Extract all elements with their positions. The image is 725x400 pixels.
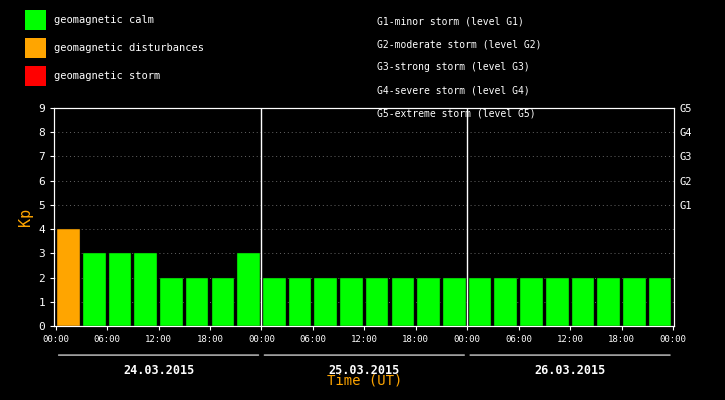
Y-axis label: Kp: Kp — [18, 208, 33, 226]
Text: G4-severe storm (level G4): G4-severe storm (level G4) — [377, 86, 530, 96]
Text: 25.03.2015: 25.03.2015 — [328, 364, 400, 376]
Bar — [83, 253, 106, 326]
Text: 24.03.2015: 24.03.2015 — [123, 364, 194, 376]
Bar — [160, 278, 183, 326]
Bar — [597, 278, 620, 326]
Bar — [237, 253, 260, 326]
Text: geomagnetic storm: geomagnetic storm — [54, 71, 161, 81]
Bar — [109, 253, 131, 326]
Text: G3-strong storm (level G3): G3-strong storm (level G3) — [377, 62, 530, 72]
Text: G5-extreme storm (level G5): G5-extreme storm (level G5) — [377, 109, 536, 119]
Bar — [571, 278, 594, 326]
Text: 26.03.2015: 26.03.2015 — [534, 364, 605, 376]
Bar — [186, 278, 209, 326]
Bar — [443, 278, 465, 326]
Bar — [366, 278, 389, 326]
Bar — [649, 278, 671, 326]
Bar — [392, 278, 414, 326]
Bar — [340, 278, 362, 326]
Bar — [263, 278, 286, 326]
Bar — [315, 278, 337, 326]
Text: G1-minor storm (level G1): G1-minor storm (level G1) — [377, 16, 524, 26]
Text: G2-moderate storm (level G2): G2-moderate storm (level G2) — [377, 39, 542, 49]
Text: geomagnetic calm: geomagnetic calm — [54, 15, 154, 25]
Bar — [469, 278, 492, 326]
Bar — [494, 278, 517, 326]
Bar — [289, 278, 311, 326]
Bar — [134, 253, 157, 326]
Bar — [57, 229, 80, 326]
Bar — [520, 278, 543, 326]
Text: Time (UT): Time (UT) — [327, 374, 402, 388]
Text: geomagnetic disturbances: geomagnetic disturbances — [54, 43, 204, 53]
Bar — [418, 278, 440, 326]
Bar — [212, 278, 234, 326]
Bar — [546, 278, 568, 326]
Bar — [623, 278, 646, 326]
